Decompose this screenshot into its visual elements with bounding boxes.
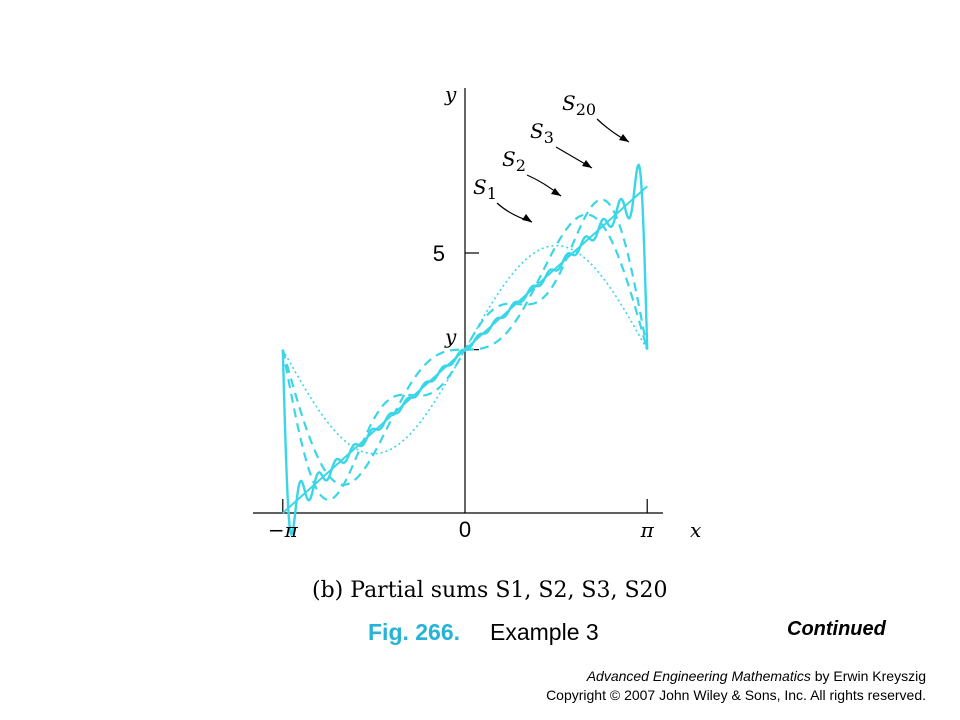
annotation-s3: S3 [530, 119, 593, 169]
annotation-s2: S2 [502, 147, 562, 197]
y-tick-label-5: 5 [433, 241, 445, 266]
x-tick-label-pi: π [640, 518, 655, 542]
book-author: by Erwin Kreyszig [810, 668, 926, 684]
annotation-s20: S20 [562, 91, 630, 143]
figure-label: Fig. 266. [368, 619, 461, 645]
caption-text: Partial sums S1, S2, S3, S20 [350, 578, 668, 603]
credit-line-2: Copyright © 2007 John Wiley & Sons, Inc.… [546, 687, 926, 703]
x-tick-label-0: 0 [459, 517, 471, 542]
figure-title: Example 3 [490, 619, 599, 645]
y-mid-label: y [444, 325, 457, 349]
series-layer [281, 163, 649, 536]
credit-line-1: Advanced Engineering Mathematics by Erwi… [587, 668, 926, 684]
annotation-s20-arrowhead [619, 134, 629, 142]
annotation-s1-label: S1 [473, 175, 497, 203]
y-axis-label: y [444, 82, 457, 106]
axis-labels: y y x 5 −π 0 π [268, 82, 701, 542]
continued-label: Continued [787, 618, 886, 640]
chart-axes [253, 88, 663, 514]
annotation-s2-arrowhead [551, 188, 561, 196]
annotation-s3-label: S3 [530, 119, 554, 147]
book-title: Advanced Engineering Mathematics [586, 668, 811, 684]
annotation-s20-label: S20 [562, 91, 596, 119]
series-s20-line [281, 163, 649, 536]
chart-caption: (b) Partial sums S1, S2, S3, S20 [312, 578, 668, 603]
x-tick-label-neg-pi: −π [268, 518, 299, 542]
x-axis-label: x [690, 518, 701, 542]
annotation-s1: S1 [473, 175, 533, 223]
caption-prefix: (b) [312, 578, 344, 603]
annotation-s1-arrowhead [522, 214, 532, 222]
annotation-s2-label: S2 [502, 147, 526, 175]
annotation-s3-arrowhead [582, 160, 592, 168]
